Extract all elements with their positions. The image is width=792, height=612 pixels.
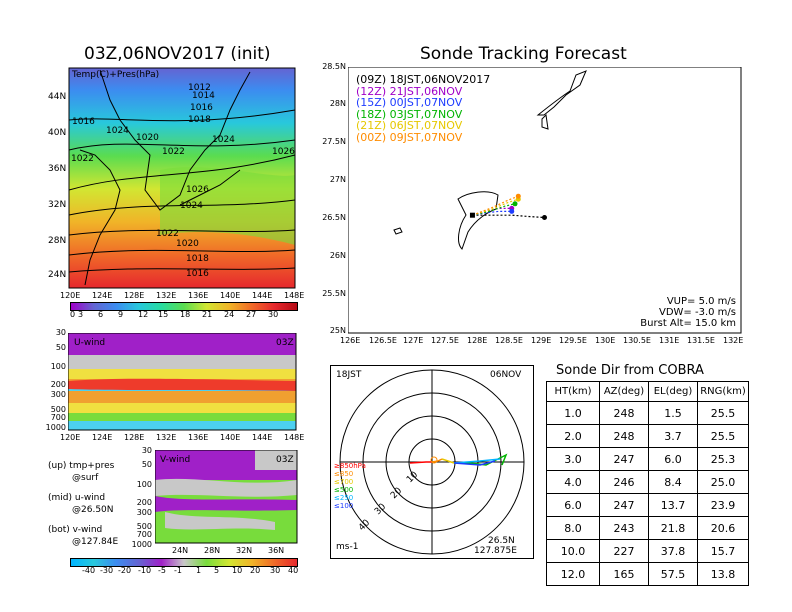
u-wind-lon-axis: 120E 124E 128E 132E 136E 140E 144E 148E [60,433,305,442]
isobar-label: 1016 [190,103,213,113]
legend-15z: (15Z) 00JST,07NOV [356,96,463,109]
isobar-label: 1016 [186,269,209,279]
isobar-label: 1018 [186,254,209,264]
isobar-label: 1018 [188,115,211,125]
map-label: Temp(C)+Pres(hPa) [72,70,160,80]
track-lon-axis: 126E 126.5E 127E 127.5E 128E 128.5E 129E… [340,336,744,345]
sonde-tracks [469,193,547,220]
track-plot [348,67,742,334]
launch-site-marker [469,212,475,218]
wind-scale: -40 -30 -20 -10 -5 -1 1 5 10 20 30 40 [82,566,299,575]
track-lat-axis: 28.5N 28N 27.5N 27N 26.5N 26N 25.5N 25N [322,62,346,335]
isobar-label: 1022 [156,229,179,239]
isobar-label: 1020 [176,239,199,249]
table-row: 1.0 248 1.5 25.5 [546,401,749,425]
track-line-2 [472,210,512,216]
wind-colorbar [70,558,298,567]
u-wind-p-axis: 30 50 100 200 300 500 700 1000 [45,328,66,432]
sonde-table-title: Sonde Dir from COBRA [556,363,704,378]
track-endpoint-5 [515,193,521,199]
isobar-label: 1024 [212,135,235,145]
isobar-label: 1024 [180,201,203,211]
track-line-4 [472,198,519,216]
polar-time: 18JST [336,370,362,380]
polar-lat: 26.5N [488,536,515,546]
polar-lon: 127.875E [474,546,517,556]
table-row: 12.0 165 57.5 13.8 [546,562,749,586]
polar-level-legend: ≥850hPa ≤850 ≤700 ≤500 ≤250 ≤100 [334,462,366,510]
track-line-3 [472,203,516,216]
table-row: 8.0 243 21.8 20.6 [546,516,749,540]
track-title: Sonde Tracking Forecast [420,44,627,64]
track-line-0 [472,214,545,219]
polar-plot: 10 20 30 40 [330,365,534,559]
table-row: 6.0 247 13.7 23.9 [546,493,749,517]
u-wind-label: U-wind [74,338,106,348]
polar-date: 06NOV [490,370,522,380]
polar-unit: ms-1 [336,542,359,552]
legend-21z: (21Z) 06JST,07NOV [356,119,463,132]
table-row: 10.0 227 37.8 15.7 [546,539,749,563]
table-row: 4.0 246 8.4 25.0 [546,470,749,494]
isobar-label: 1024 [106,126,129,136]
track-legend: (09Z) 18JST,06NOV2017 (12Z) 21JST,06NOV … [356,74,490,143]
map-title: 03Z,06NOV2017 (init) [84,44,271,64]
hodograph [409,453,508,466]
map-frame [68,67,296,289]
isobars [68,109,296,273]
v-wind-label: V-wind [160,455,191,465]
isobar-label: 1014 [192,91,215,101]
sonde-table: HT(km) AZ(deg) EL(deg) RNG(km) 1.0 248 1.5… [546,381,749,586]
track-params: VUP= 5.0 m/s VDW= -3.0 m/s Burst Alt= 15… [640,296,736,329]
temperature-pressure-map: 1012 1014 1016 1018 1016 1024 1020 1022 … [68,67,296,289]
isobar-label: 1022 [71,154,94,164]
okinawa-island [457,191,499,250]
panel-legend: (up) tmp+pres @surf (mid) u-wind @26.50N… [48,461,119,547]
temperature-colorbar [70,302,298,311]
legend-18z: (18Z) 03JST,07NOV [356,107,463,121]
track-line-5 [472,195,519,216]
u-wind-time: 03Z [276,338,294,348]
legend-00z: (00Z) 09JST,07NOV [356,130,463,144]
v-wind-lat-axis: 24N 28N 32N 36N [172,546,285,555]
temperature-scale: 3 6 9 12 15 18 21 24 27 30 [78,310,279,319]
isobar-label: 1022 [162,147,185,157]
map-lat-axis: 44N 40N 36N 32N 28N 24N [48,92,67,280]
isobar-label: 1026 [272,147,295,157]
track-endpoint-2 [509,208,515,214]
v-wind-time: 03Z [276,455,294,465]
u-wind-section [68,333,297,431]
table-row: 3.0 247 6.0 25.3 [546,447,749,471]
isobar-label: 1016 [72,117,95,127]
amami-island [536,70,587,116]
isobar-label: 1012 [188,83,211,93]
v-wind-section [155,450,298,544]
temperature-scale-min: 0 [70,310,76,319]
isobar-label: 1020 [136,133,159,143]
track-endpoint-0 [542,214,547,220]
table-row: 2.0 248 3.7 25.5 [546,424,749,448]
isobar-label: 1026 [186,185,209,195]
table-header: HT(km) AZ(deg) EL(deg) RNG(km) [546,381,749,402]
legend-12z: (12Z) 21JST,06NOV [356,84,463,98]
legend-09z: (09Z) 18JST,06NOV2017 [356,73,491,86]
map-lon-axis: 120E 124E 128E 132E 136E 140E 144E 148E [60,291,305,300]
track-endpoint-3 [512,201,518,207]
coastline [99,69,251,211]
v-wind-p-axis: 30 50 100 200 300 500 700 1000 [131,446,152,549]
